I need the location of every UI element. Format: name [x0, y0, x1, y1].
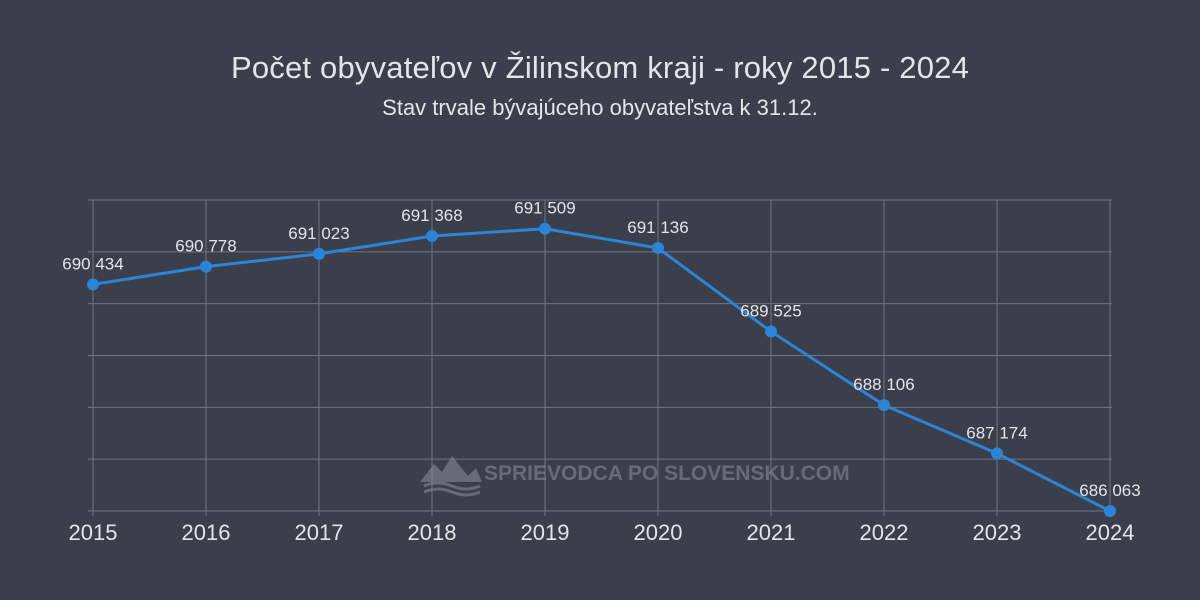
x-tick-label: 2015: [69, 520, 118, 545]
watermark: SPRIEVODCA PO SLOVENSKU.COM: [420, 456, 850, 497]
series-line: [92, 227, 1111, 513]
series-line-group: [92, 227, 1111, 513]
x-tick-label: 2022: [860, 520, 909, 545]
data-point[interactable]: [539, 222, 551, 235]
data-label: 688 106: [853, 375, 914, 394]
x-tick-label: 2020: [634, 520, 683, 545]
data-label: 690 778: [175, 237, 236, 256]
x-tick-label: 2024: [1086, 520, 1135, 545]
chart-subtitle: Stav trvale bývajúceho obyvateľstva k 31…: [382, 95, 818, 120]
gridlines: [88, 199, 1112, 516]
mountain-logo-icon: [420, 456, 482, 497]
chart-title: Počet obyvateľov v Žilinskom kraji - rok…: [230, 50, 970, 85]
data-label: 687 174: [966, 423, 1027, 442]
data-point[interactable]: [200, 260, 212, 273]
data-label: 691 509: [514, 199, 575, 218]
data-point[interactable]: [765, 325, 777, 338]
data-points: [87, 222, 1116, 517]
data-label: 691 136: [627, 218, 688, 237]
x-axis-ticks: 2015 2016 2017 2018 2019 2020 2021 2022 2023 2024: [69, 520, 1135, 545]
data-point[interactable]: [878, 399, 890, 412]
x-tick-label: 2017: [295, 520, 344, 545]
data-point[interactable]: [1104, 505, 1116, 517]
data-label: 686 063: [1079, 481, 1140, 500]
data-label: 690 434: [62, 254, 123, 273]
data-label: 691 023: [288, 224, 349, 243]
data-labels: 690 434 690 778 691 023 691 368 691 509 691 1…: [62, 199, 1140, 500]
data-point[interactable]: [991, 447, 1003, 460]
data-point[interactable]: [652, 242, 664, 255]
x-tick-label: 2023: [973, 520, 1022, 545]
data-point[interactable]: [313, 247, 325, 260]
data-point[interactable]: [426, 230, 438, 243]
watermark-text: SPRIEVODCA PO SLOVENSKU.COM: [484, 462, 850, 485]
x-tick-label: 2016: [182, 520, 231, 545]
data-point[interactable]: [87, 278, 99, 291]
data-label: 691 368: [401, 206, 462, 225]
x-tick-label: 2018: [408, 520, 457, 545]
x-tick-label: 2019: [521, 520, 570, 545]
x-tick-label: 2021: [747, 520, 796, 545]
data-label: 689 525: [740, 302, 801, 321]
